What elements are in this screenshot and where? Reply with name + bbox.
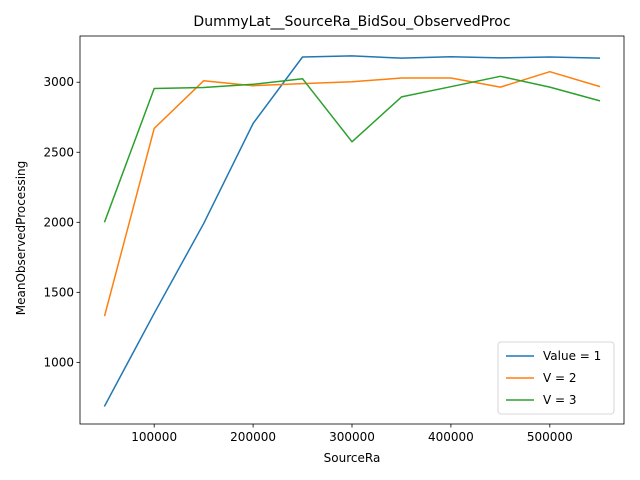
legend-label-1: Value = 1 (543, 349, 601, 363)
legend-label-2: V = 2 (543, 371, 577, 385)
y-axis-title: MeanObservedProcessing (14, 161, 28, 316)
x-tick-label: 200000 (230, 430, 276, 444)
legend: Value = 1 V = 2 V = 3 (497, 341, 615, 415)
x-tick-label: 300000 (329, 430, 375, 444)
y-tick-label: 1000 (43, 355, 74, 369)
y-tick-label: 1500 (43, 285, 74, 299)
series-line-3 (103, 75, 601, 223)
legend-label-3: V = 3 (543, 393, 577, 407)
x-axis-title: SourceRa (324, 451, 381, 465)
x-tick-label: 100000 (131, 430, 177, 444)
x-tick-label: 400000 (428, 430, 474, 444)
y-tick-label: 3000 (43, 75, 74, 89)
y-tick-label: 2500 (43, 145, 74, 159)
plot-area: 100000 200000 300000 400000 500000 1000 1500 20… (43, 35, 625, 444)
y-tick-label: 2000 (43, 215, 74, 229)
x-tick-label: 500000 (527, 430, 573, 444)
legend-box (497, 341, 615, 415)
series-line-2 (103, 70, 601, 317)
series-line-1 (103, 55, 601, 407)
chart-title: DummyLat__SourceRa_BidSou_ObservedProc (193, 14, 510, 30)
